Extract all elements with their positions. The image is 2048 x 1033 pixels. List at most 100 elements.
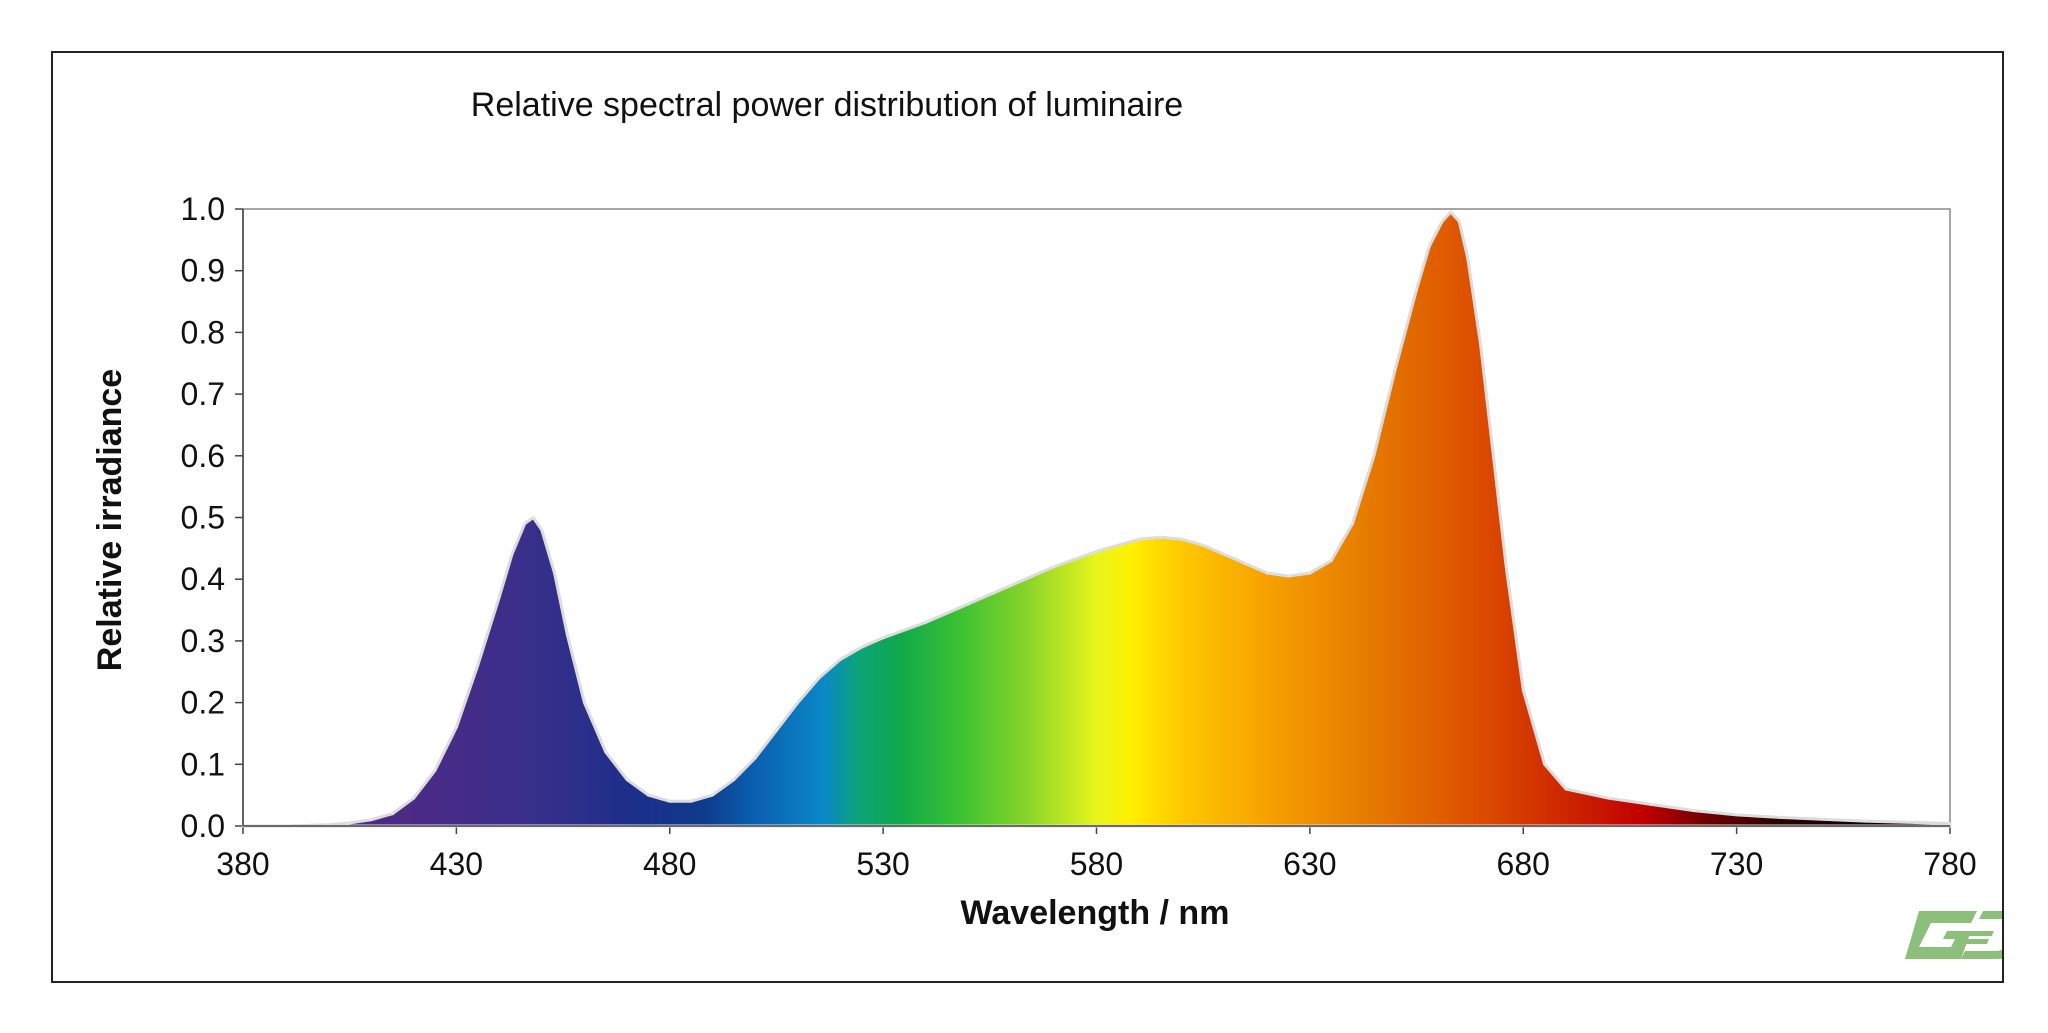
spectrum-point [1564,787,1568,791]
spectrum-point [476,664,479,667]
x-tick-label: 480 [643,846,696,882]
spectrum-point [497,596,501,599]
x-tick-label: 680 [1497,846,1550,882]
y-axis-ticks: 0.0 0.1 0.2 0.3 0.4 0.5 0.6 0.7 0.8 0.9 1.0 [181,191,243,844]
spectrum-point [775,729,778,732]
spectrum-point [1778,816,1781,819]
logo-line-1 [1965,931,1994,936]
spectrum-point [412,797,415,800]
spectrum-point [625,778,629,781]
spectrum-point [433,769,437,772]
y-tick-label: 1.0 [181,191,225,227]
spectrum-point [510,553,514,556]
spectrum-point [1138,537,1141,541]
spectrum-point [553,571,556,575]
spectrum-point [604,750,607,754]
spectrum-point [796,701,799,704]
spectrum-point [566,633,569,636]
y-tick-label: 0.6 [181,438,225,474]
spectrum-point [348,821,351,825]
spectrum-point [647,793,650,797]
spectrum-point [839,658,842,661]
x-tick-label: 630 [1283,846,1336,882]
spectrum-point [455,726,458,729]
spectrum-point [1458,220,1461,223]
logo-line-2 [1964,939,1989,944]
y-tick-label: 0.5 [181,500,225,536]
spectrum-point [1095,550,1098,553]
spectrum-point [817,676,821,680]
chart-svg: Relative spectral power distribution of … [91,86,2002,959]
spectrum-point [1244,562,1248,565]
y-tick-label: 0.9 [181,253,225,289]
spectrum-point [967,602,970,606]
spectrum-point [1202,544,1205,547]
spectrum-point [1650,803,1653,806]
y-tick-label: 0.8 [181,314,225,350]
spectrum-point [369,818,373,821]
spectrum-point [1735,813,1738,817]
spectrum-point [1692,809,1696,812]
spectrum-point [523,522,526,525]
spectrum-point [1466,257,1470,260]
spectrum-point [1159,536,1162,539]
x-tick-label: 730 [1710,846,1763,882]
spectrum-point [1522,689,1525,692]
spectrum-point [1287,574,1290,578]
spectrum-area [243,209,1952,828]
spectrum-point [1505,565,1508,569]
x-tick-label: 380 [216,846,269,882]
spectrum-point [1479,343,1482,346]
logo-mark [1905,911,2002,959]
x-tick-label: 580 [1070,846,1123,882]
spectrum-point [1948,822,1952,825]
spectrum-point [1266,571,1269,575]
spectrum-point [860,645,863,649]
x-axis-ticks: 380 430 480 530 580 630 680 730 780 [216,826,1977,882]
spectrum-point [532,516,535,519]
spectrum-point [540,528,543,531]
y-tick-label: 0.2 [181,685,225,721]
spectrum-point [689,800,693,803]
spectrum-point [583,701,586,704]
spectrum-point [1330,559,1333,562]
spectrum-point [711,793,714,797]
chart-frame: Relative spectral power distribution of … [51,51,2004,983]
spectrum-point [924,621,927,624]
x-tick-label: 530 [856,846,909,882]
spectrum-point [668,800,671,803]
y-axis-title: Relative irradiance [91,369,129,671]
y-tick-label: 0.0 [181,808,225,844]
logo-d-shape [1961,911,2002,959]
spectrum-point [1394,368,1397,371]
spectrum-point [1308,571,1312,575]
spectrum-point [1415,288,1418,291]
spectrum-point [1820,818,1824,821]
y-tick-label: 0.3 [181,623,225,659]
spectrum-point [1441,220,1444,223]
spectrum-point [753,756,757,760]
spectrum-point [1607,797,1610,800]
x-tick-label: 780 [1923,846,1976,882]
spectrum-point [1052,565,1055,569]
spectrum-point [1351,522,1354,525]
y-tick-label: 0.4 [181,561,225,597]
x-axis-title: Wavelength / nm [961,894,1230,932]
spectrum-point [1180,537,1184,541]
y-tick-label: 0.7 [181,376,225,412]
chart-title: Relative spectral power distribution of … [471,86,1183,124]
spectrum-point [732,778,735,781]
spectrum-point [391,812,394,815]
spectrum-point [881,636,885,639]
spectrum-point [1906,821,1909,824]
y-tick-label: 0.1 [181,746,225,782]
spectrum-point [1543,763,1546,766]
spectrum-point [1449,210,1452,214]
spectrum-point [1428,244,1431,248]
spectrum-point [1223,553,1226,556]
logo-g-shape [1905,911,1977,959]
spectrum-point [1492,454,1495,457]
spectrum-point [1009,584,1013,587]
spectrum-point [1372,454,1376,457]
spectrum-point [1863,819,1866,823]
